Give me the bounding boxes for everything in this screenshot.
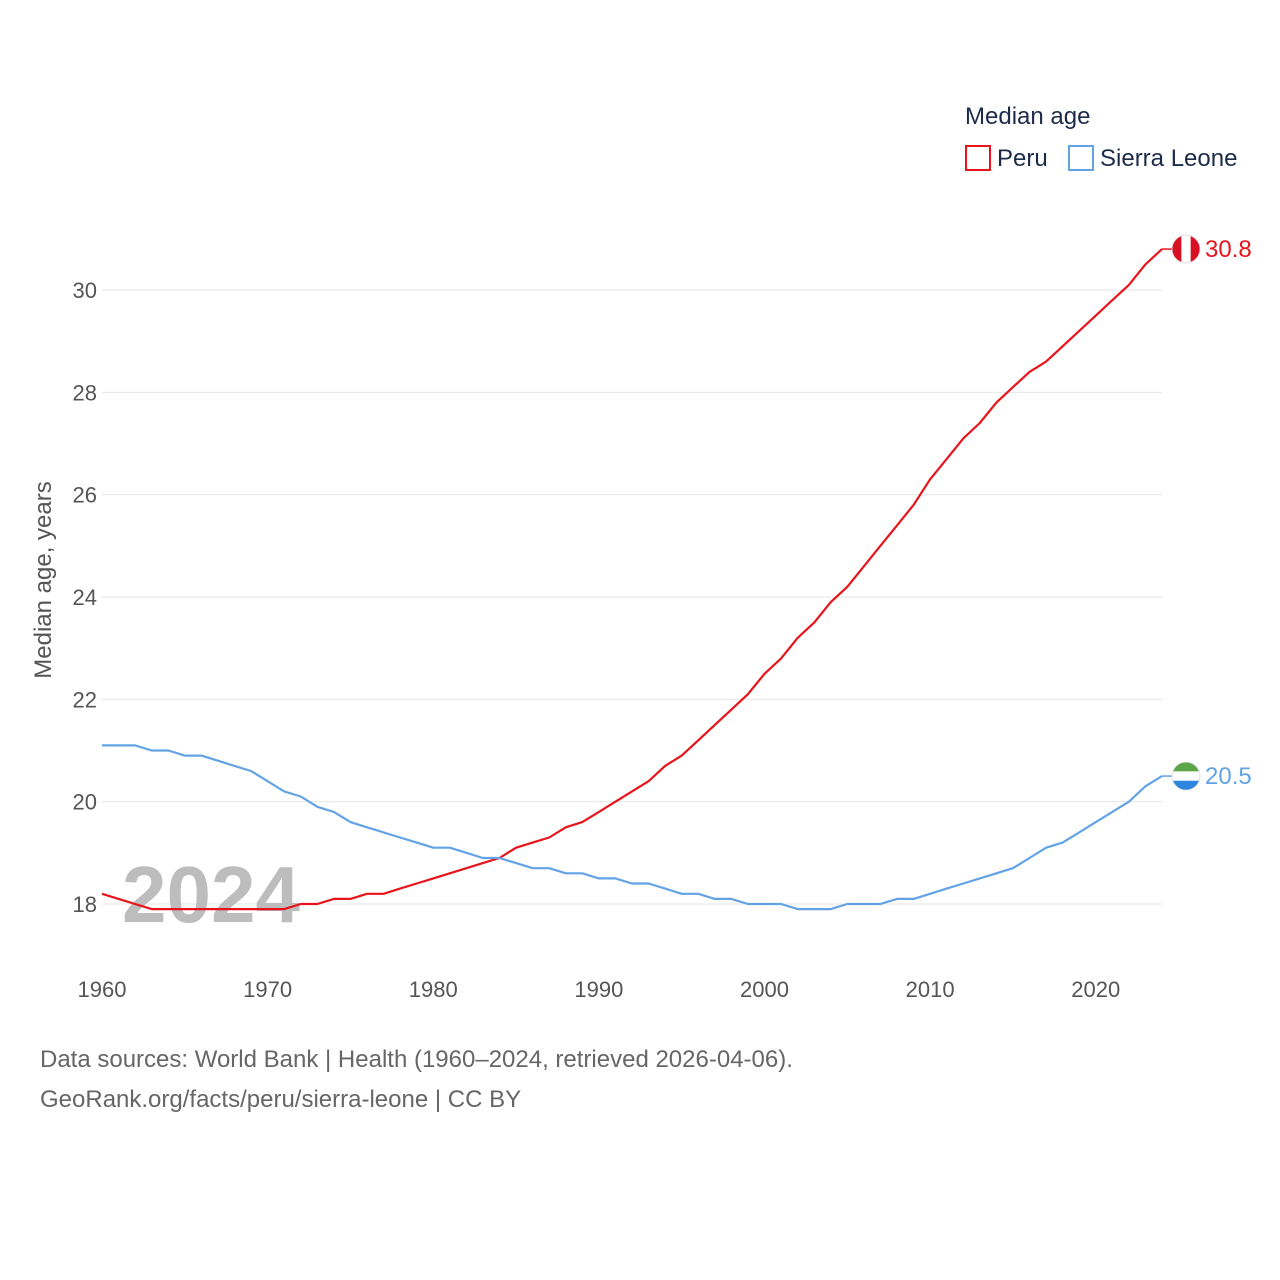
legend: Median age Peru Sierra Leone: [965, 103, 1237, 172]
y-tick-label-26: 26: [73, 483, 97, 508]
legend-swatch-peru[interactable]: [965, 145, 991, 171]
x-tick-label-1990: 1990: [574, 977, 623, 1002]
peru-flag-icon: [1172, 235, 1200, 264]
source-line-2[interactable]: GeoRank.org/facts/peru/sierra-leone | CC…: [40, 1086, 522, 1113]
sierra-leone-flag-border: [1171, 761, 1201, 791]
sierra-leone-flag-icon: [1172, 762, 1200, 791]
peru-flag-border: [1171, 234, 1201, 264]
y-axis-ticks: 18 20 22 24 26 28 30: [73, 278, 97, 917]
source-note: Data sources: World Bank | Health (1960–…: [40, 1040, 793, 1120]
y-tick-label-30: 30: [73, 278, 97, 303]
series-lines: [101, 248, 1163, 911]
x-tick-label-2010: 2010: [906, 977, 955, 1002]
legend-swatch-sierra-leone[interactable]: [1068, 145, 1094, 171]
y-axis-title: Median age, years: [30, 481, 57, 678]
x-tick-label-1960: 1960: [78, 977, 127, 1002]
x-tick-label-1970: 1970: [243, 977, 292, 1002]
series-end-markers: 30.8 20.5: [1162, 234, 1252, 791]
x-tick-label-2000: 2000: [740, 977, 789, 1002]
series-line-sierra-leone[interactable]: [102, 744, 1163, 911]
legend-label-peru[interactable]: Peru: [997, 145, 1048, 172]
x-tick-label-1980: 1980: [409, 977, 458, 1002]
y-tick-label-28: 28: [73, 380, 97, 405]
series-line-peru[interactable]: [101, 248, 1163, 911]
y-tick-label-22: 22: [73, 687, 97, 712]
legend-title: Median age: [965, 103, 1090, 130]
x-axis-ticks: 1960 1970 1980 1990 2000 2010 2020: [78, 977, 1121, 1002]
gridlines: [102, 289, 1162, 905]
y-tick-label-18: 18: [73, 892, 97, 917]
legend-label-sierra-leone[interactable]: Sierra Leone: [1100, 145, 1237, 172]
x-tick-label-2020: 2020: [1071, 977, 1120, 1002]
end-value-label-peru: 30.8: [1205, 236, 1252, 263]
end-value-label-sierra-leone: 20.5: [1205, 763, 1252, 790]
y-tick-label-24: 24: [73, 585, 97, 610]
source-line-1: Data sources: World Bank | Health (1960–…: [40, 1046, 793, 1073]
year-watermark: 2024: [122, 850, 300, 939]
y-tick-label-20: 20: [73, 790, 97, 815]
